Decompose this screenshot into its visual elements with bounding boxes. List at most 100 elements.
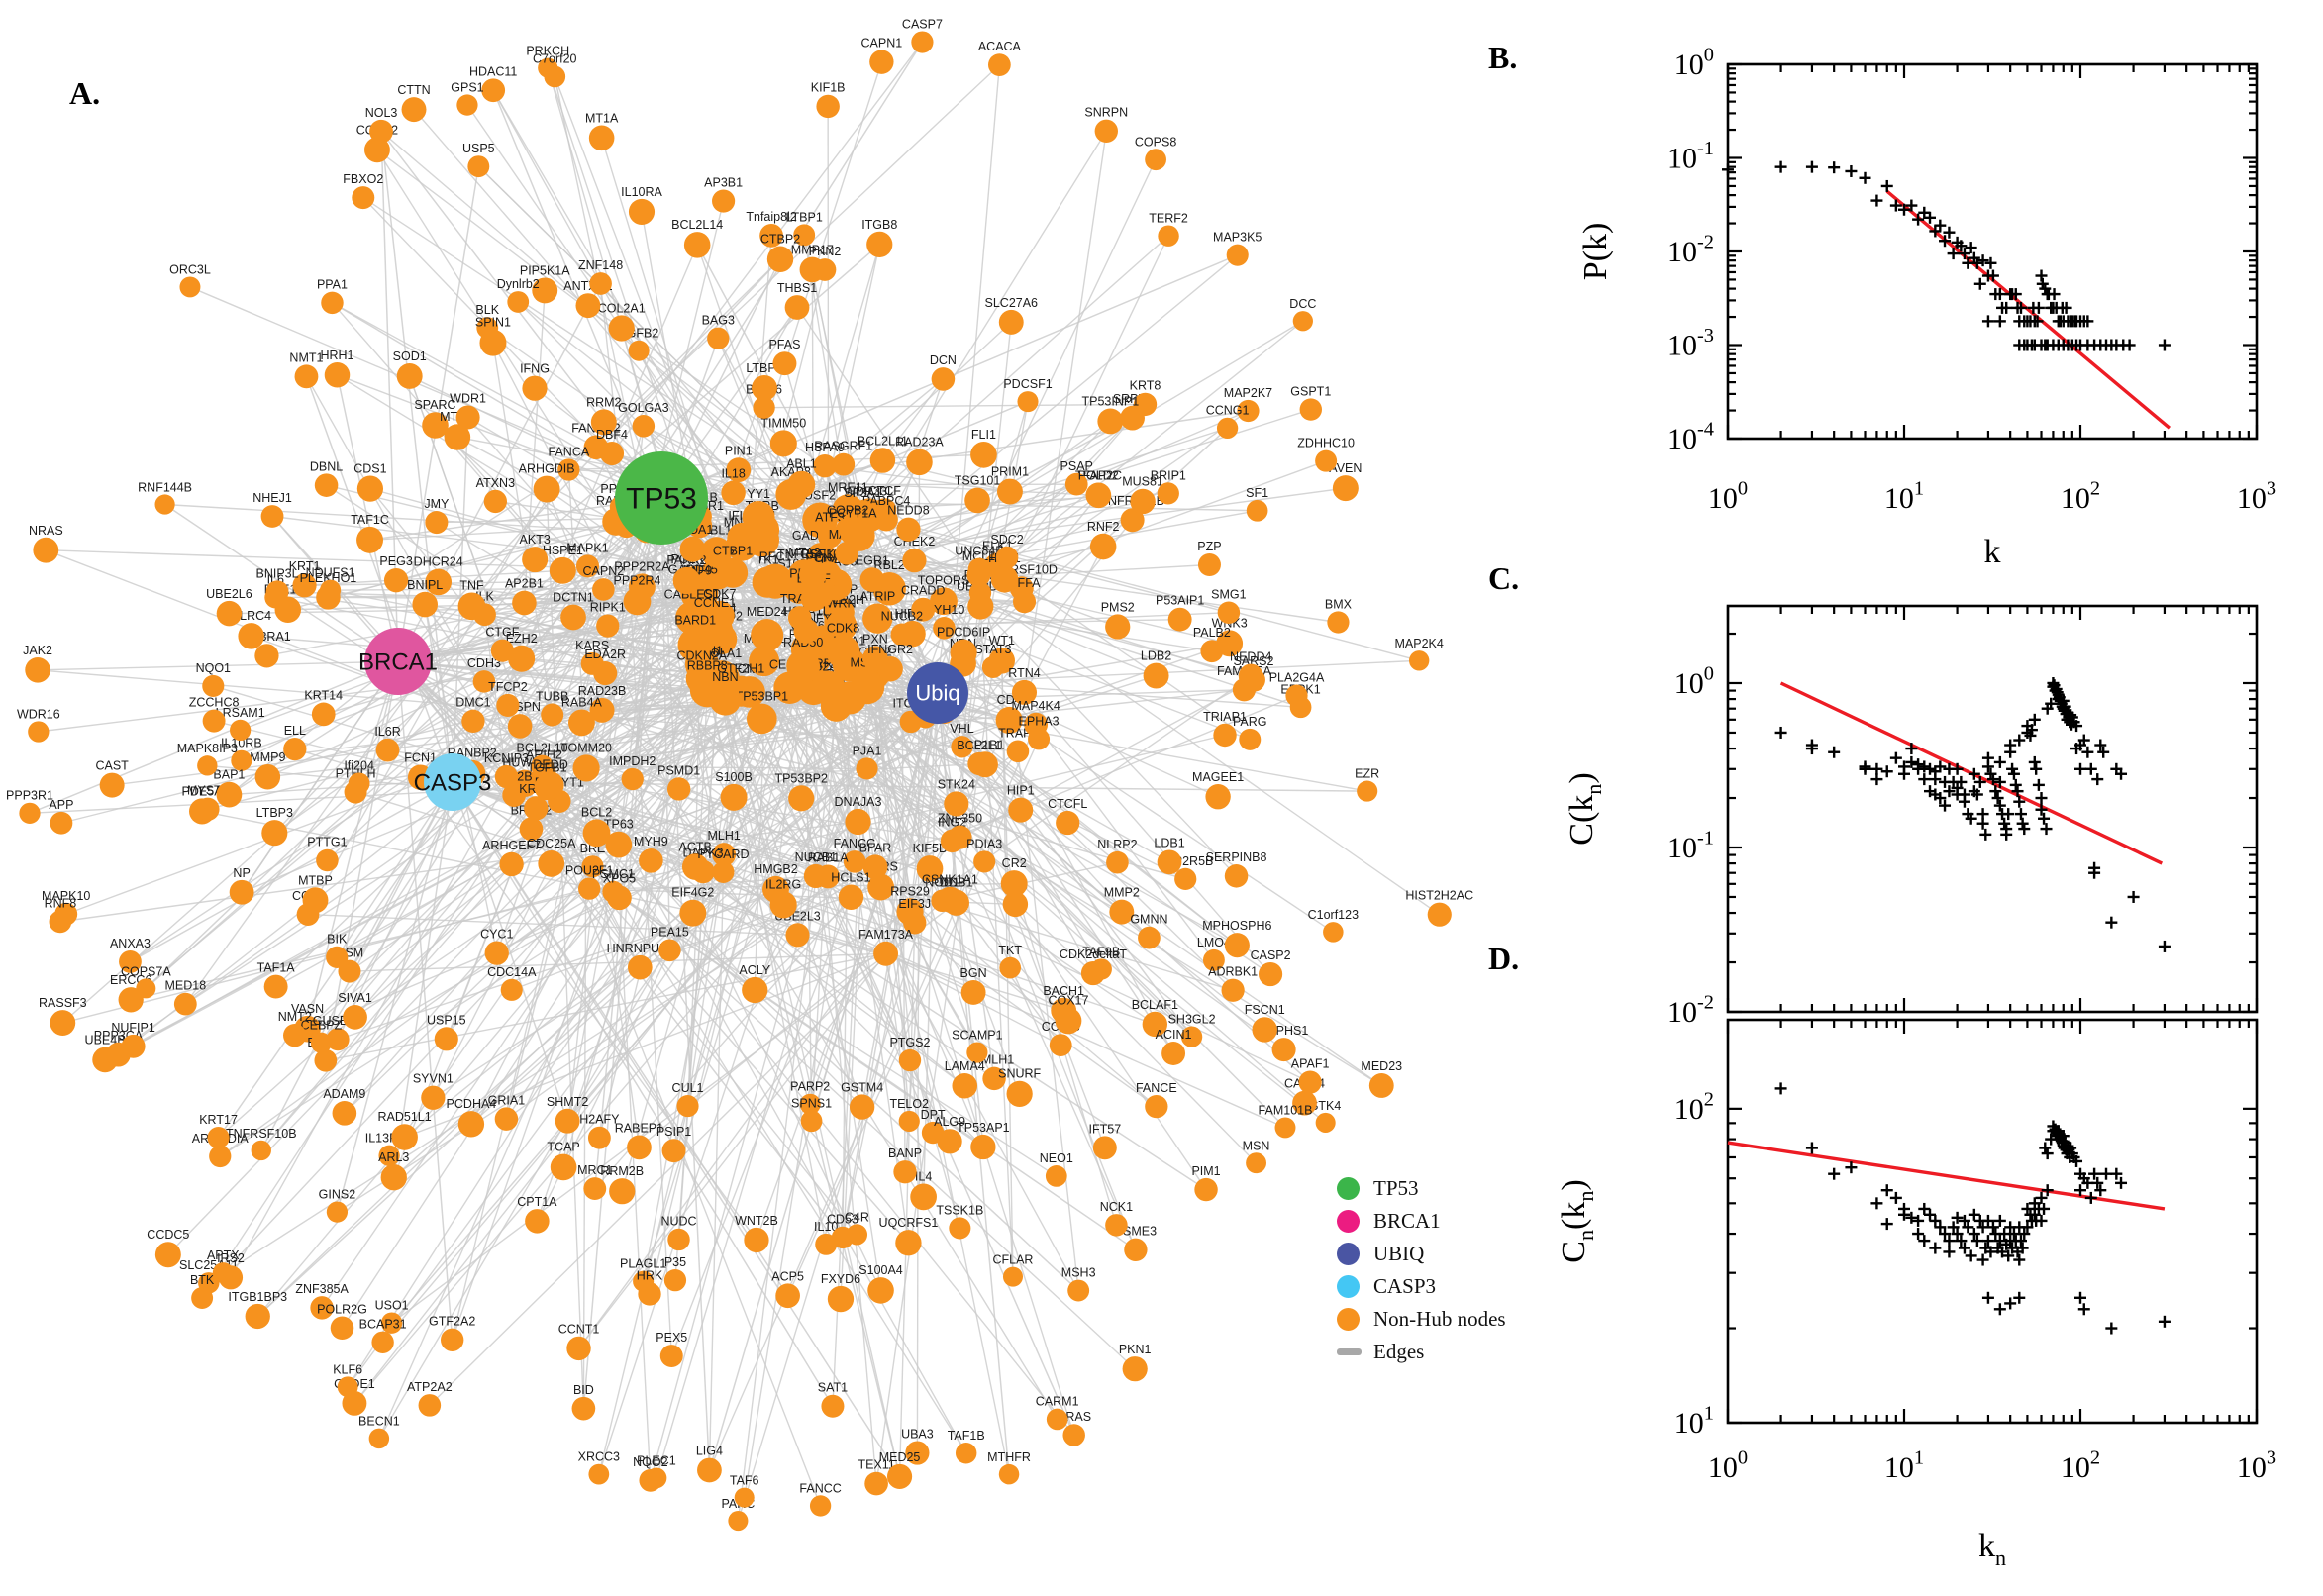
gene-node-label: ITGB8 — [861, 218, 897, 232]
gene-node-label: PARG — [1233, 715, 1267, 729]
gene-node — [964, 487, 990, 514]
gene-node — [1332, 475, 1359, 502]
x-tick-label: 102 — [2061, 478, 2100, 516]
gene-node — [1237, 399, 1260, 423]
gene-node — [877, 655, 903, 682]
gene-node-label: HDAC11 — [469, 64, 517, 78]
gene-node-label: VASN — [291, 1002, 324, 1016]
gene-node — [1017, 391, 1039, 413]
gene-node-label: BGN — [960, 966, 987, 980]
gene-node-label: RAB1A — [808, 850, 850, 864]
gene-node-label: STK4 — [1310, 1099, 1341, 1113]
gene-node-label: PSAP — [1060, 459, 1093, 473]
gene-node — [970, 1134, 996, 1160]
gene-node — [380, 1312, 403, 1334]
gene-node — [843, 850, 866, 873]
gene-node — [587, 1126, 611, 1149]
gene-node — [856, 757, 878, 780]
gene-node — [324, 361, 351, 388]
gene-node — [672, 566, 701, 595]
gene-node-label: IL18 — [721, 467, 745, 481]
gene-node-label: CDC14A — [487, 965, 537, 979]
gene-node-label: PIM1 — [1191, 1164, 1220, 1178]
gene-node-label: PABPC4 — [862, 494, 910, 508]
gene-node-label: USP15 — [427, 1013, 466, 1027]
gene-node — [1122, 1356, 1148, 1382]
gene-node-label: STAT3 — [974, 643, 1011, 656]
gene-node — [375, 738, 400, 762]
gene-node-label: BCL2L1 — [957, 739, 1001, 752]
panel-a-label: A. — [69, 75, 101, 111]
gene-node — [418, 1394, 442, 1417]
gene-node-label: BID — [573, 1383, 594, 1397]
gene-node-label: CTBP1 — [713, 545, 753, 558]
gene-node — [1221, 978, 1245, 1002]
gene-node — [787, 470, 816, 499]
gene-node-label: IL4 — [915, 1170, 932, 1184]
gene-node-label: CD53 — [827, 1213, 858, 1227]
gene-node-label: PTGS2 — [889, 1036, 930, 1049]
gene-node-label: TAF6 — [730, 1474, 759, 1488]
gene-node — [500, 978, 523, 1001]
gene-node — [310, 1296, 334, 1320]
gene-node — [490, 639, 514, 662]
gene-node-label: HIST2H2AC — [1405, 889, 1473, 903]
gene-node-label: RTN4 — [1008, 666, 1040, 680]
gene-node-label: TNF — [459, 578, 484, 592]
gene-node-label: PCYT1A — [829, 507, 877, 521]
gene-node-label: XRCC3 — [578, 1450, 620, 1464]
gene-node — [845, 808, 871, 836]
gene-node — [707, 327, 730, 349]
gene-node-label: WNT2B — [735, 1214, 778, 1228]
gene-node-label: POLD2 — [1078, 469, 1119, 483]
gene-node-label: HIP1 — [1007, 784, 1035, 798]
gene-node — [874, 508, 898, 532]
gene-node-label: NHEJ1 — [252, 491, 292, 505]
gene-node — [1049, 1034, 1072, 1057]
gene-node — [1138, 926, 1161, 949]
gene-node-label: KRT1 — [289, 559, 321, 573]
gene-node — [461, 709, 485, 734]
gene-node-label: IL10RA — [621, 185, 662, 199]
gene-node-label: MPHOSPH6 — [1202, 919, 1271, 933]
gene-node — [25, 657, 50, 683]
gene-node — [481, 78, 506, 103]
gene-node — [813, 453, 837, 478]
gene-node-label: PEA15 — [651, 926, 689, 940]
gene-node — [1056, 810, 1080, 836]
gene-node-label: PPP3R1 — [6, 789, 53, 803]
gene-node — [627, 954, 653, 980]
gene-node — [212, 1262, 234, 1284]
gene-node-label: TRIAP1 — [1203, 710, 1247, 724]
gene-node-label: PDCSF1 — [1003, 377, 1052, 391]
gene-node-label: APAF1 — [1291, 1056, 1330, 1070]
gene-node — [1089, 533, 1117, 560]
gene-node — [859, 567, 885, 592]
gene-node — [196, 797, 220, 822]
gene-node — [970, 442, 997, 468]
gene-node-label: HRH1 — [320, 349, 354, 362]
gene-node — [721, 480, 746, 506]
gene-node-label: HMGB2 — [754, 862, 798, 876]
gene-node — [1226, 244, 1249, 266]
gene-node-label: AKT3 — [520, 533, 551, 547]
gene-node-label: CEBPZ — [301, 1019, 343, 1033]
panel-c-label: C. — [1488, 560, 1520, 596]
gene-node-label: SYVN1 — [413, 1072, 454, 1086]
gene-node-label: PIP5K1A — [520, 263, 570, 277]
gene-node-label: COPS7A — [121, 964, 171, 978]
gene-node — [1162, 1042, 1186, 1065]
gene-node — [821, 1394, 845, 1418]
gene-node-label: MRC1 — [577, 1163, 612, 1177]
gene-node-label: MAGEE1 — [1192, 770, 1244, 784]
gene-node-label: JAK2 — [23, 644, 52, 657]
gene-node — [697, 1457, 722, 1483]
gene-node — [1213, 723, 1237, 748]
gene-node-label: CDK8 — [827, 622, 859, 636]
gene-node — [931, 367, 956, 391]
gene-node — [944, 791, 969, 817]
gene-node — [608, 315, 635, 342]
gene-node — [1006, 1080, 1033, 1107]
gene-node — [19, 802, 41, 824]
gene-node — [356, 475, 384, 502]
